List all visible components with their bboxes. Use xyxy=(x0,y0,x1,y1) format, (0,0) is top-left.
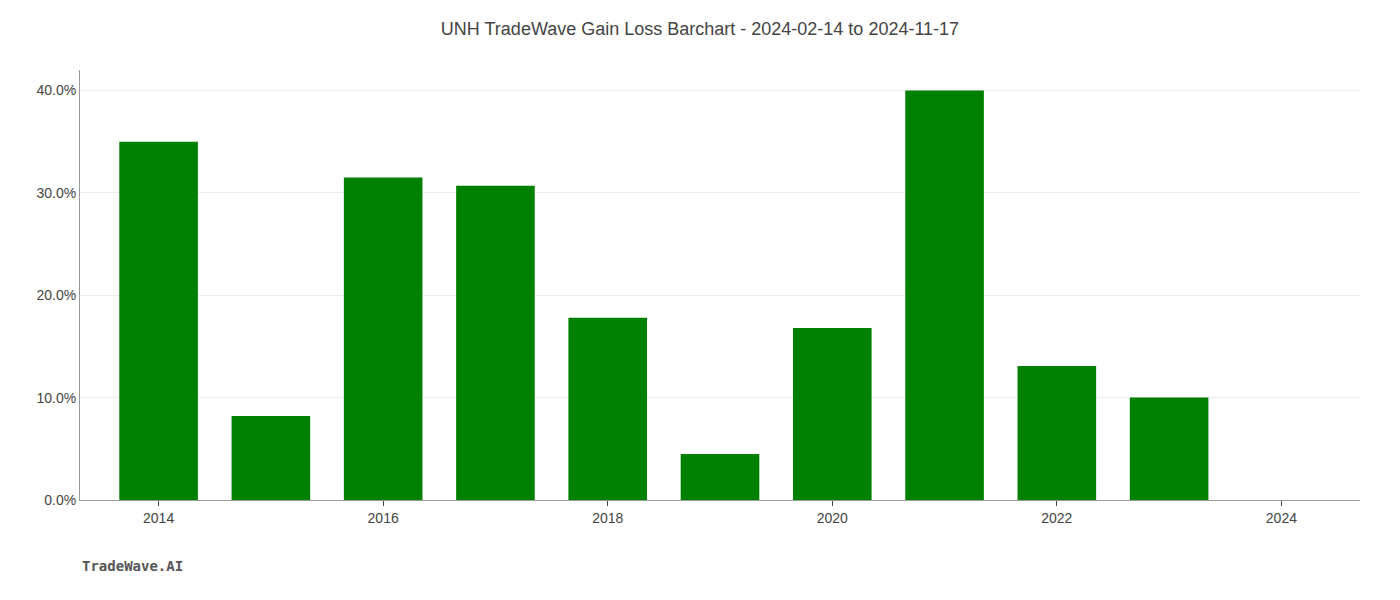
svg-text:10.0%: 10.0% xyxy=(36,390,76,406)
svg-text:2024: 2024 xyxy=(1266,510,1297,526)
svg-text:UNH TradeWave Gain Loss Barcha: UNH TradeWave Gain Loss Barchart - 2024-… xyxy=(441,19,959,39)
svg-text:TradeWave.AI: TradeWave.AI xyxy=(82,558,183,574)
svg-text:2022: 2022 xyxy=(1041,510,1072,526)
svg-text:2020: 2020 xyxy=(817,510,848,526)
svg-text:2018: 2018 xyxy=(592,510,623,526)
svg-text:2014: 2014 xyxy=(143,510,174,526)
svg-text:2016: 2016 xyxy=(368,510,399,526)
svg-text:30.0%: 30.0% xyxy=(36,185,76,201)
svg-text:20.0%: 20.0% xyxy=(36,287,76,303)
svg-text:0.0%: 0.0% xyxy=(44,492,76,508)
svg-text:40.0%: 40.0% xyxy=(36,82,76,98)
